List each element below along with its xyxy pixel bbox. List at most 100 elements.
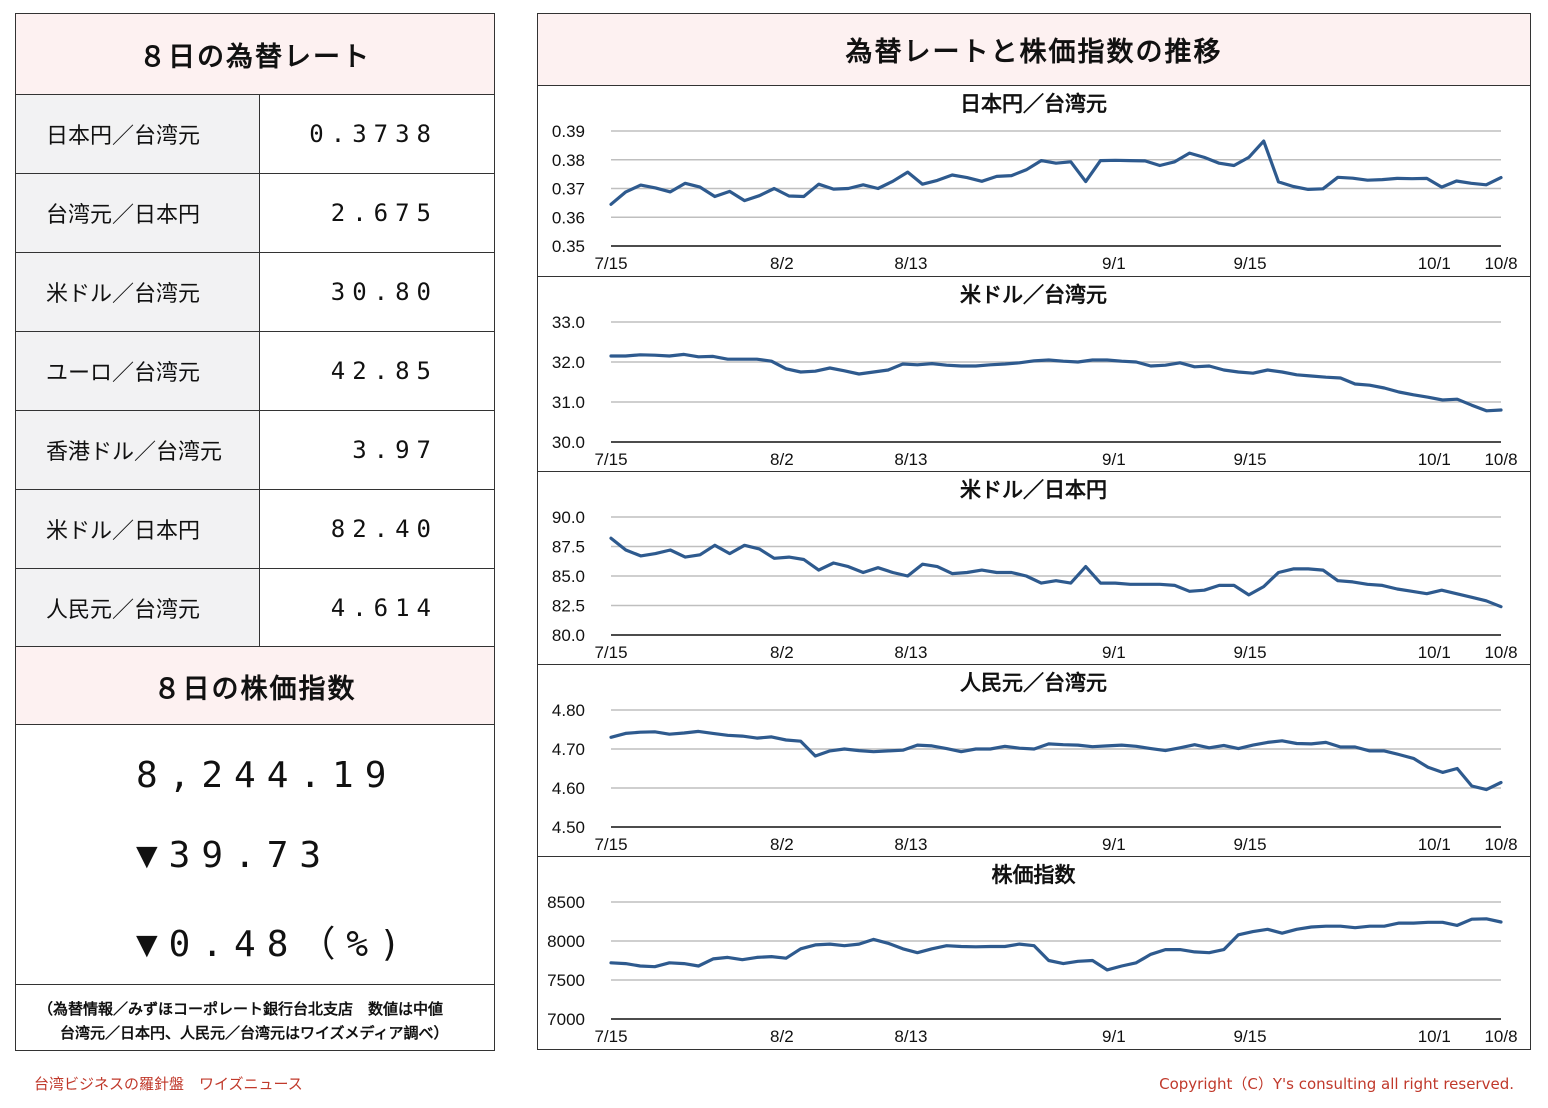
x-tick-label: 9/1 — [1102, 643, 1126, 662]
stock-change: ▼39.73 — [136, 835, 333, 876]
rate-row: 米ドル／日本円 82.40 — [16, 489, 494, 568]
y-tick-label: 8500 — [547, 893, 585, 912]
rate-name: 米ドル／日本円 — [16, 490, 260, 568]
chart-title: 株価指数 — [992, 863, 1077, 887]
x-tick-label: 8/2 — [770, 835, 794, 854]
rate-name: ユーロ／台湾元 — [16, 332, 260, 410]
x-tick-label: 9/15 — [1233, 1027, 1266, 1046]
chart-title: 米ドル／日本円 — [960, 478, 1107, 502]
y-tick-label: 8000 — [547, 932, 585, 951]
x-tick-label: 9/15 — [1233, 643, 1266, 662]
x-tick-label: 10/1 — [1418, 1027, 1451, 1046]
rate-name: 台湾元／日本円 — [16, 174, 260, 252]
x-tick-label: 9/15 — [1233, 450, 1266, 469]
x-tick-label: 10/8 — [1484, 450, 1517, 469]
right-panel: 為替レートと株価指数の推移 日本円／台湾元 0.39 0.38 0.37 0.36 0.3… — [537, 13, 1531, 1050]
x-tick-label: 10/8 — [1484, 835, 1517, 854]
y-tick-label: 4.50 — [552, 818, 585, 837]
x-tick-label: 8/13 — [894, 1027, 927, 1046]
x-tick-label: 7/15 — [594, 254, 627, 273]
y-tick-label: 0.39 — [552, 122, 585, 141]
x-tick-label: 10/1 — [1418, 254, 1451, 273]
chart-panel: 米ドル／日本円 90.0 87.5 85.0 82.5 80.0 7/15 8/2 8/13 9/… — [538, 471, 1530, 664]
y-tick-label: 0.37 — [552, 180, 585, 199]
line-chart: 米ドル／台湾元 33.0 32.0 31.0 30.0 7/15 8/2 8/13 9/1 9/1… — [552, 283, 1518, 469]
rate-row: 米ドル／台湾元 30.80 — [16, 252, 494, 331]
y-tick-label: 7500 — [547, 971, 585, 990]
x-tick-label: 9/15 — [1233, 835, 1266, 854]
source-line-2: 台湾元／日本円、人民元／台湾元はワイズメディア調べ） — [60, 1024, 449, 1042]
y-tick-label: 4.80 — [552, 701, 585, 720]
y-tick-label: 85.0 — [552, 567, 585, 586]
stock-area: 8,244.19 ▼39.73 ▼0.48（%) — [16, 724, 494, 984]
series-line — [609, 352, 1503, 413]
line-chart: 株価指数 8500 8000 7500 7000 7/15 8/2 8/13 9/1 9/15 10… — [547, 863, 1517, 1046]
chart-title: 米ドル／台湾元 — [960, 283, 1107, 307]
rate-row: ユーロ／台湾元 42.85 — [16, 331, 494, 410]
y-tick-label: 4.60 — [552, 779, 585, 798]
rate-row: 人民元／台湾元 4.614 — [16, 568, 494, 647]
y-tick-label: 33.0 — [552, 313, 585, 332]
stock-title: ８日の株価指数 — [16, 646, 494, 725]
x-tick-label: 9/1 — [1102, 1027, 1126, 1046]
x-tick-label: 10/1 — [1418, 450, 1451, 469]
x-tick-label: 9/1 — [1102, 835, 1126, 854]
series-line — [609, 729, 1503, 792]
stock-change-pct: ▼0.48（%) — [136, 924, 412, 965]
left-panel: ８日の為替レート 日本円／台湾元 0.3738 台湾元／日本円 2.675 米ド… — [15, 13, 495, 1051]
y-tick-label: 87.5 — [552, 538, 585, 557]
x-tick-label: 9/15 — [1233, 254, 1266, 273]
line-chart: 日本円／台湾元 0.39 0.38 0.37 0.36 0.35 7/15 8/2 8/13 9/… — [552, 92, 1518, 273]
series-line — [609, 536, 1503, 609]
x-tick-label: 9/1 — [1102, 450, 1126, 469]
rate-name: 香港ドル／台湾元 — [16, 411, 260, 489]
rate-value: 82.40 — [330, 515, 438, 543]
line-chart: 人民元／台湾元 4.80 4.70 4.60 4.50 7/15 8/2 8/13 9/1 9/1… — [552, 671, 1518, 854]
x-tick-label: 7/15 — [594, 835, 627, 854]
stock-value: 8,244.19 — [136, 755, 398, 796]
rate-value: 0.3738 — [309, 120, 438, 148]
rates-title: ８日の為替レート — [16, 14, 494, 94]
y-tick-label: 0.38 — [552, 151, 585, 170]
y-tick-label: 80.0 — [552, 626, 585, 645]
chart-title: 人民元／台湾元 — [960, 671, 1107, 695]
footer-copyright: Copyright（C）Y's consulting all right res… — [1159, 1075, 1514, 1093]
x-tick-label: 8/13 — [894, 450, 927, 469]
charts-title: 為替レートと株価指数の推移 — [538, 14, 1530, 86]
rate-value: 4.614 — [330, 594, 438, 622]
rate-name: 日本円／台湾元 — [16, 95, 260, 173]
chart-title: 日本円／台湾元 — [960, 92, 1107, 116]
rate-value: 3.97 — [352, 436, 438, 464]
x-tick-label: 8/2 — [770, 1027, 794, 1046]
x-tick-label: 10/1 — [1418, 643, 1451, 662]
y-tick-label: 0.35 — [552, 237, 585, 256]
x-tick-label: 8/13 — [894, 643, 927, 662]
y-tick-label: 4.70 — [552, 740, 585, 759]
chart-panel: 株価指数 8500 8000 7500 7000 7/15 8/2 8/13 9/1 9/15 10… — [538, 856, 1530, 1048]
x-tick-label: 8/2 — [770, 450, 794, 469]
x-tick-label: 9/1 — [1102, 254, 1126, 273]
rate-row: 台湾元／日本円 2.675 — [16, 173, 494, 252]
x-tick-label: 8/13 — [894, 254, 927, 273]
chart-panel: 人民元／台湾元 4.80 4.70 4.60 4.50 7/15 8/2 8/13 9/1 9/1… — [538, 664, 1530, 856]
x-tick-label: 8/13 — [894, 835, 927, 854]
y-tick-label: 0.36 — [552, 208, 585, 227]
rate-row: 日本円／台湾元 0.3738 — [16, 94, 494, 173]
x-tick-label: 10/8 — [1484, 1027, 1517, 1046]
rate-value: 42.85 — [330, 357, 438, 385]
rate-name: 人民元／台湾元 — [16, 569, 260, 647]
x-tick-label: 10/8 — [1484, 643, 1517, 662]
y-tick-label: 7000 — [547, 1010, 585, 1029]
y-tick-label: 82.5 — [552, 597, 585, 616]
source-line-1: （為替情報／みずほコーポレート銀行台北支店 数値は中値 — [38, 1000, 444, 1018]
line-chart: 米ドル／日本円 90.0 87.5 85.0 82.5 80.0 7/15 8/2 8/13 9/… — [552, 478, 1518, 662]
x-tick-label: 7/15 — [594, 643, 627, 662]
chart-panel: 米ドル／台湾元 33.0 32.0 31.0 30.0 7/15 8/2 8/13 9/1 9/1… — [538, 276, 1530, 471]
x-tick-label: 7/15 — [594, 1027, 627, 1046]
y-tick-label: 32.0 — [552, 353, 585, 372]
x-tick-label: 10/1 — [1418, 835, 1451, 854]
footer-brand: 台湾ビジネスの羅針盤 ワイズニュース — [34, 1075, 303, 1093]
rate-value: 2.675 — [330, 199, 438, 227]
chart-panel: 日本円／台湾元 0.39 0.38 0.37 0.36 0.35 7/15 8/2 8/13 9/… — [538, 86, 1530, 276]
y-tick-label: 31.0 — [552, 393, 585, 412]
